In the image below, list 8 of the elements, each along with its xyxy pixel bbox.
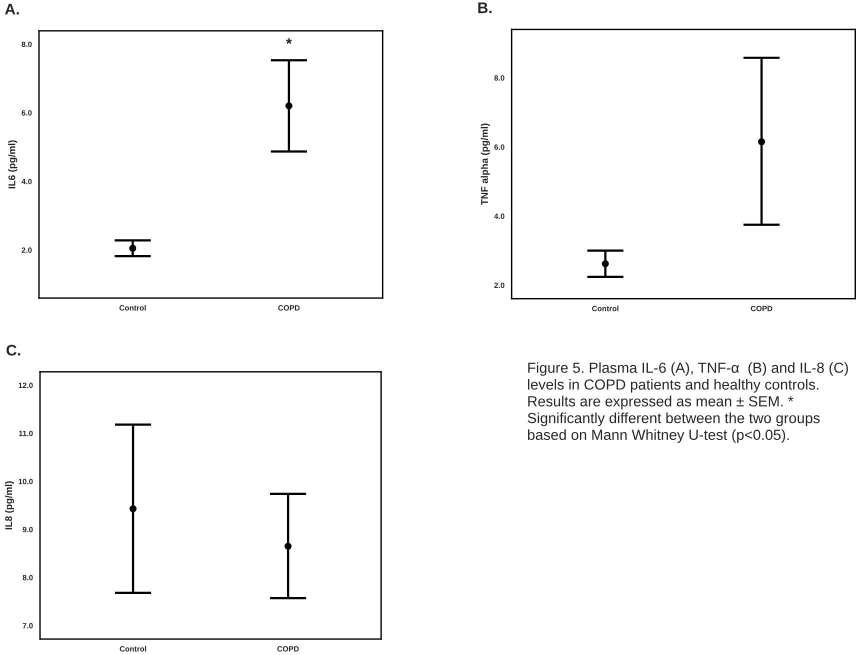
chart-title: B. bbox=[478, 2, 492, 14]
chart-title: C. bbox=[6, 344, 20, 356]
caption: Figure 5. Plasma IL-6 (A), TNF-α (B) and IL-8 (C) levels in COPD patients and healthy controls. Results are expressed as mean ± SEM. * Significantly different between the two groups based on Mann Whitney U-test (p<0.05). bbox=[528, 362, 848, 443]
y-axis-title: TNF alpha (pg/ml) bbox=[480, 124, 490, 206]
chart-title: A. bbox=[5, 4, 19, 14]
annotation: * bbox=[286, 38, 292, 44]
y-axis-title: IL6 (pg/ml) bbox=[8, 140, 18, 188]
y-axis-title: IL8 (pg/ml) bbox=[4, 481, 14, 530]
